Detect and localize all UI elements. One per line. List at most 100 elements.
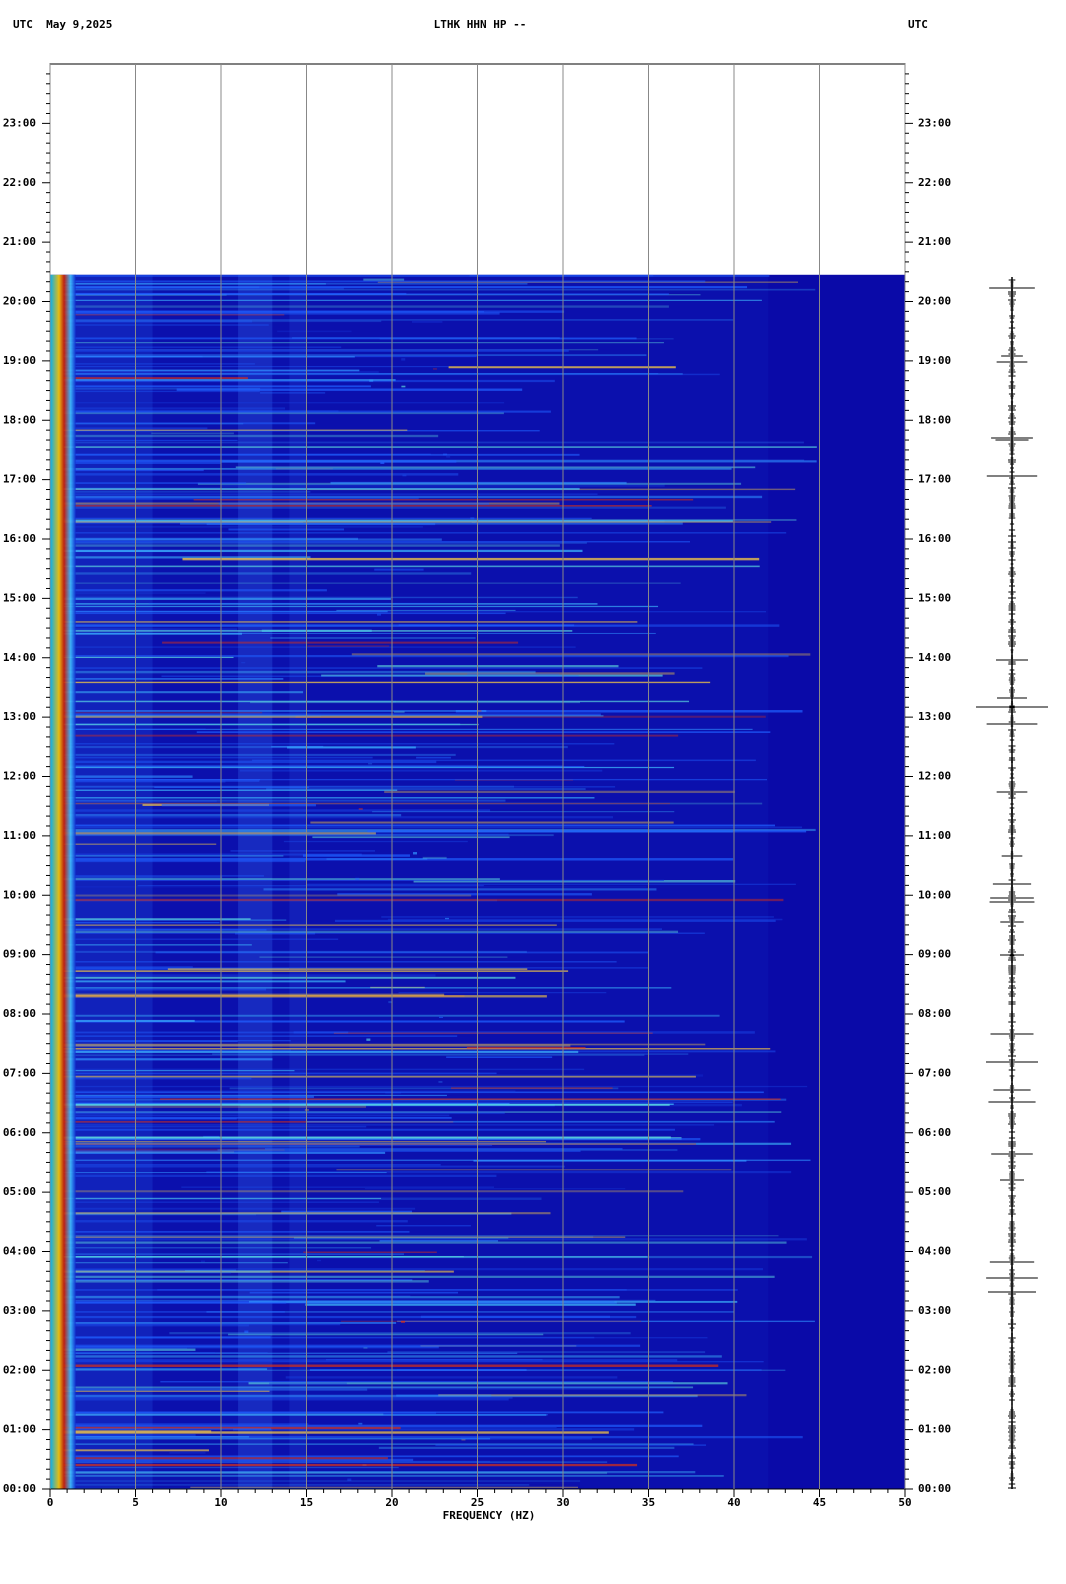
texture-streak — [63, 1458, 414, 1462]
texture-streak — [63, 1483, 530, 1486]
texture-streak — [63, 1165, 565, 1168]
texture-streak — [63, 1231, 410, 1233]
texture-band — [289, 274, 307, 1489]
texture-streak — [63, 346, 342, 348]
y-tick-label: 12:00 — [3, 770, 36, 783]
texture-streak — [466, 1046, 586, 1049]
texture-streak — [220, 484, 665, 487]
texture-streak — [137, 885, 484, 887]
texture-streak — [63, 670, 536, 674]
x-tick-label: 20 — [385, 1496, 398, 1509]
texture-streak — [63, 778, 767, 781]
texture-streak — [63, 1471, 608, 1475]
texture-streak — [63, 592, 206, 594]
texture-streak — [63, 349, 569, 352]
texture-streak — [63, 1049, 291, 1052]
texture-streak — [63, 1235, 594, 1239]
texture-streak — [63, 1048, 771, 1050]
texture-streak — [438, 1394, 747, 1397]
texture-streak — [63, 505, 652, 507]
texture-streak — [63, 1388, 650, 1390]
texture-streak — [63, 286, 748, 289]
texture-streak — [63, 541, 690, 543]
texture-streak — [302, 854, 410, 857]
texture-streak — [63, 966, 193, 969]
texture-streak — [63, 1207, 416, 1210]
texture-streak — [63, 1043, 706, 1046]
y-tick-label: 05:00 — [3, 1185, 36, 1198]
texture-streak — [63, 482, 247, 484]
texture-streak — [63, 1020, 625, 1023]
texture-streak — [303, 1251, 437, 1253]
texture-streak — [63, 894, 472, 897]
texture-streak — [446, 1056, 553, 1058]
y-tick-label: 21:00 — [918, 235, 951, 248]
texture-streak — [233, 1428, 635, 1431]
texture-streak — [347, 1478, 352, 1481]
texture-streak — [63, 280, 706, 283]
texture-streak — [63, 314, 285, 316]
texture-streak — [63, 816, 614, 819]
texture-streak — [63, 1461, 608, 1463]
texture-streak — [416, 756, 451, 759]
texture-streak — [63, 1411, 437, 1415]
texture-streak — [63, 813, 402, 817]
texture-streak — [63, 1212, 551, 1215]
texture-streak — [269, 1382, 347, 1385]
texture-streak — [340, 1320, 642, 1322]
texture-streak — [355, 877, 360, 881]
texture-streak — [63, 1347, 188, 1349]
texture-streak — [63, 1044, 571, 1047]
texture-streak — [63, 412, 504, 415]
texture-streak — [63, 1068, 585, 1071]
texture-streak — [63, 363, 255, 365]
texture-streak — [63, 1247, 372, 1249]
texture-streak — [63, 833, 509, 836]
texture-streak — [63, 1315, 637, 1319]
y-tick-label: 17:00 — [3, 473, 36, 486]
texture-streak — [63, 980, 346, 983]
texture-streak — [364, 1188, 626, 1190]
texture-streak — [63, 1386, 694, 1389]
texture-streak — [160, 1098, 781, 1100]
texture-streak — [182, 557, 760, 561]
texture-streak — [63, 646, 576, 648]
texture-streak — [63, 1455, 679, 1458]
texture-streak — [63, 1118, 237, 1120]
texture-streak — [470, 517, 475, 520]
x-tick-label: 35 — [642, 1496, 655, 1509]
texture-streak — [63, 1449, 209, 1452]
x-tick-label: 30 — [556, 1496, 569, 1509]
texture-streak — [63, 1351, 268, 1354]
texture-streak — [63, 1443, 694, 1445]
texture-streak — [63, 843, 217, 845]
texture-streak — [438, 1016, 443, 1018]
texture-streak — [63, 875, 264, 877]
y-tick-label: 04:00 — [3, 1245, 36, 1258]
texture-streak — [63, 860, 306, 863]
texture-streak — [265, 1147, 623, 1150]
texture-streak — [63, 1470, 696, 1474]
texture-streak — [248, 1382, 728, 1385]
texture-streak — [402, 474, 407, 477]
texture-streak — [63, 922, 220, 924]
y-tick-label: 23:00 — [918, 116, 951, 129]
texture-streak — [63, 1426, 401, 1430]
y-tick-label: 16:00 — [918, 532, 951, 545]
texture-streak — [63, 1214, 257, 1216]
texture-streak — [63, 828, 816, 832]
texture-streak — [316, 1259, 321, 1262]
texture-streak — [63, 1197, 542, 1200]
texture-streak — [63, 541, 587, 544]
texture-streak — [401, 358, 406, 361]
texture-streak — [185, 1270, 425, 1272]
texture-streak — [63, 1114, 450, 1117]
texture-streak — [305, 1120, 775, 1123]
texture-streak — [217, 1148, 678, 1152]
texture-streak — [63, 766, 675, 769]
texture-streak — [63, 879, 664, 882]
texture-streak — [63, 1431, 609, 1434]
texture-streak — [63, 1270, 270, 1273]
texture-streak — [63, 366, 449, 368]
